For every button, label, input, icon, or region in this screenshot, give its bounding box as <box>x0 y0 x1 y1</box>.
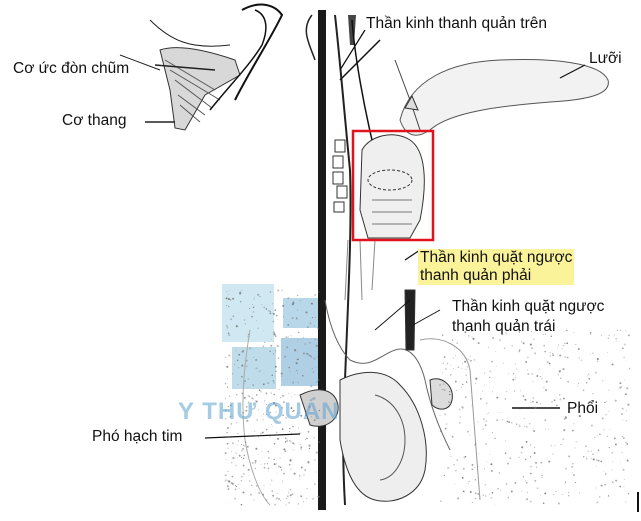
watermark-logo-icon <box>222 284 323 389</box>
lung-texture <box>224 289 631 506</box>
label-right-recurrent-line1: Thần kinh quặt ngược <box>418 249 575 267</box>
watermark-text: Y THƯ QUÁN <box>178 398 340 425</box>
label-right-recurrent-line2: thanh quản phải <box>418 267 575 285</box>
tongue-drawing <box>399 59 609 136</box>
label-sternocleidomastoid: Cơ ức đòn chũm <box>13 60 130 77</box>
label-left-recurrent-line2: thanh quản trái <box>452 318 556 335</box>
label-tongue: Lưỡi <box>589 50 622 67</box>
larynx-drawing <box>339 19 425 301</box>
label-trapezius: Cơ thang <box>62 112 127 129</box>
highlight-box <box>351 129 435 242</box>
label-superior-laryngeal-nerve: Thần kinh thanh quản trên <box>366 15 547 32</box>
label-lung: Phổi <box>567 400 599 417</box>
label-left-recurrent-line1: Thần kinh quặt ngược <box>452 298 605 315</box>
neck-muscles-drawing <box>119 3 284 131</box>
edge-tick <box>637 492 639 512</box>
label-right-recurrent-nerve: Thần kinh quặt ngược thanh quản phải <box>418 249 575 285</box>
mediastinum-drawing <box>204 29 560 506</box>
label-pericardial-node: Phó hạch tim <box>92 428 183 445</box>
